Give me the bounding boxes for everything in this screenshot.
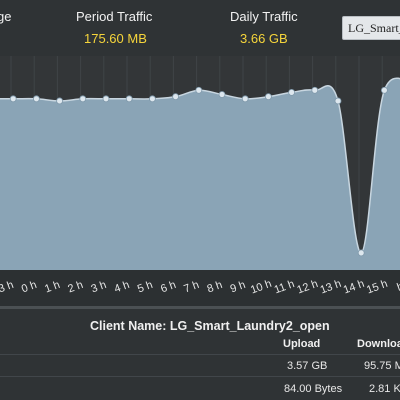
traffic-area (0, 78, 400, 270)
upload-cell: 3.57 GB (287, 360, 328, 372)
x-tick-label: 3 h (90, 279, 108, 296)
data-point[interactable] (102, 95, 110, 103)
x-axis-band (0, 270, 400, 306)
stat-label-partial: ge (0, 9, 12, 24)
data-point[interactable] (148, 95, 156, 103)
x-tick-label: 3 h (0, 279, 15, 296)
data-point[interactable] (311, 86, 319, 94)
upload-column-header: Upload (283, 338, 321, 350)
upload-cell: 84.00 Bytes (284, 383, 343, 395)
data-point[interactable] (195, 86, 203, 94)
row-separator (0, 376, 400, 377)
period-traffic-value: 175.60 MB (84, 31, 147, 46)
x-tick-label: 4 h (113, 279, 131, 296)
data-point[interactable] (125, 95, 133, 103)
x-tick-label: 7 h (182, 279, 200, 296)
data-point[interactable] (218, 91, 226, 98)
x-tick-label: h (395, 280, 400, 293)
data-point[interactable] (334, 97, 342, 105)
data-point[interactable] (288, 88, 296, 96)
data-point[interactable] (264, 93, 272, 101)
data-point[interactable] (380, 86, 388, 94)
x-tick-label: 8 h (206, 279, 224, 296)
download-cell: 2.81 K (369, 383, 400, 395)
traffic-summary-header: ge Period Traffic 175.60 MB Daily Traffi… (0, 0, 400, 56)
client-details-panel: Client Name: LG_Smart_Laundry2_open Uplo… (0, 309, 400, 400)
data-point[interactable] (357, 249, 365, 257)
x-tick-label: 6 h (159, 279, 177, 296)
x-tick-label: 5 h (136, 279, 154, 296)
x-tick-label: 9 h (229, 279, 247, 296)
x-tick-label: 0 h (20, 279, 38, 296)
daily-traffic-value: 3.66 GB (240, 31, 288, 46)
data-point[interactable] (33, 95, 40, 103)
period-traffic-label: Period Traffic (76, 9, 153, 24)
row-separator (0, 354, 400, 355)
data-point[interactable] (172, 93, 180, 101)
client-select-dropdown[interactable]: LG_Smart_L (342, 16, 400, 40)
x-tick-label: 2 h (66, 279, 84, 296)
x-tick-label: 1 h (43, 279, 61, 296)
footer-divider (0, 306, 400, 309)
client-name-label: Client Name: LG_Smart_Laundry2_open (90, 319, 330, 333)
data-point[interactable] (9, 95, 17, 103)
data-point[interactable] (241, 95, 249, 103)
data-point[interactable] (56, 97, 63, 105)
data-point[interactable] (79, 95, 87, 103)
daily-traffic-label: Daily Traffic (230, 9, 298, 24)
download-column-header: Download (357, 338, 400, 350)
download-cell: 95.75 M (364, 360, 400, 372)
